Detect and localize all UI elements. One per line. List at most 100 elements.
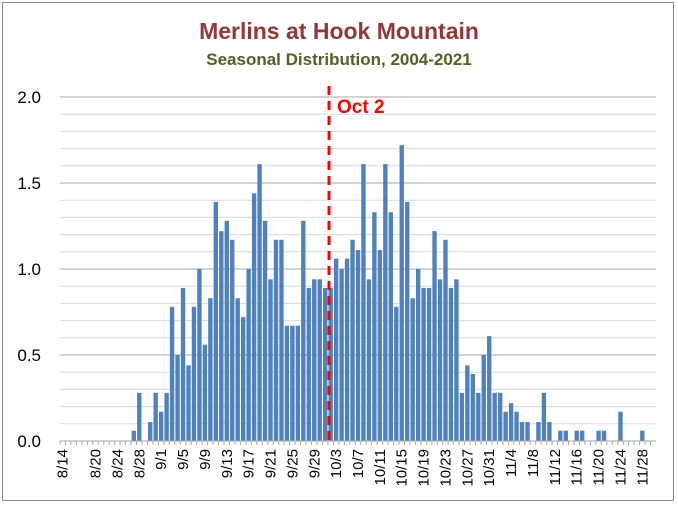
bar (541, 392, 547, 441)
bar (323, 287, 328, 441)
y-tick-label: 1.0 (17, 260, 41, 279)
bar (459, 392, 465, 441)
bar (235, 298, 240, 441)
bar (306, 287, 311, 441)
x-tick-label: 11/24 (612, 449, 629, 485)
bar (481, 355, 486, 441)
bar (470, 373, 476, 441)
bar (372, 212, 377, 441)
bar (454, 279, 459, 441)
chart-subtitle: Seasonal Distribution, 2004-2021 (206, 50, 472, 69)
bar (497, 392, 503, 441)
bar (432, 231, 437, 441)
bar (290, 325, 295, 441)
x-tick-label: 9/13 (219, 449, 236, 478)
bar (547, 422, 552, 441)
bar (197, 269, 202, 441)
bar (219, 231, 224, 441)
bar (169, 306, 175, 441)
bar (355, 250, 361, 441)
bar (328, 287, 333, 441)
bar (251, 193, 257, 441)
bar (514, 411, 519, 441)
x-tick-label: 8/24 (109, 449, 126, 478)
y-tick-label: 2.0 (17, 88, 41, 107)
x-tick-label: 9/17 (241, 449, 258, 478)
bar (180, 287, 186, 441)
x-tick-label: 9/25 (284, 449, 301, 478)
bar (618, 411, 623, 441)
bar (273, 239, 279, 441)
bar (558, 430, 563, 441)
bar (508, 403, 514, 441)
bar (525, 422, 530, 441)
bar (262, 220, 268, 441)
x-tick-label: 9/5 (175, 449, 192, 470)
x-tick-label: 10/15 (394, 449, 411, 487)
bar (295, 325, 301, 441)
bar (284, 325, 290, 441)
x-axis-ticks: 8/14 8/20 8/24 8/28 9/1 9/5 9/9 9/13 9/17 9/21 9/2… (55, 441, 651, 487)
bar (202, 344, 208, 441)
bar (344, 258, 350, 441)
x-tick-label: 9/1 (153, 449, 170, 470)
y-tick-label: 0.0 (17, 432, 41, 451)
x-tick-label: 9/29 (306, 449, 323, 478)
bar (230, 239, 235, 441)
bar (317, 279, 322, 441)
bar (596, 430, 601, 441)
bar (361, 164, 366, 441)
bar (563, 430, 568, 441)
bar (208, 298, 213, 441)
bar (312, 279, 317, 441)
bar (426, 287, 432, 441)
x-tick-label: 9/9 (197, 449, 214, 470)
bar (366, 279, 372, 441)
bar (399, 145, 404, 441)
y-axis-ticks: 0.0 0.5 1.0 1.5 2.0 (17, 88, 41, 451)
x-tick-label: 10/31 (481, 449, 498, 487)
bar (257, 164, 262, 441)
bar (153, 392, 158, 441)
x-tick-label: 8/20 (88, 449, 105, 478)
bar (421, 287, 426, 441)
bar (383, 164, 388, 441)
x-tick-label: 9/21 (263, 449, 280, 478)
y-tick-label: 1.5 (17, 174, 41, 193)
x-tick-label: 11/20 (591, 449, 608, 485)
bar (443, 239, 448, 441)
bar (448, 287, 454, 441)
bar (175, 355, 180, 441)
x-tick-label: 10/27 (459, 449, 476, 487)
bar (415, 269, 421, 441)
x-tick-label: 11/16 (569, 449, 586, 485)
bar (224, 220, 229, 441)
bar (131, 430, 137, 441)
bar (186, 365, 191, 441)
oct2-annotation-label: Oct 2 (337, 97, 385, 118)
bar (465, 365, 470, 441)
y-tick-label: 0.5 (17, 346, 41, 365)
bar (410, 298, 415, 441)
bars (60, 145, 656, 442)
bar (492, 392, 497, 441)
bar (377, 250, 383, 441)
bar (301, 220, 306, 441)
bar (213, 201, 219, 441)
bar (350, 239, 355, 441)
bar (574, 430, 579, 441)
x-tick-label: 11/12 (547, 449, 564, 485)
x-tick-label: 11/28 (634, 449, 651, 485)
bar (640, 430, 645, 441)
bar (405, 201, 410, 441)
bar (164, 392, 169, 441)
x-tick-label: 10/19 (416, 449, 433, 487)
bar (437, 279, 443, 441)
bar (487, 336, 492, 441)
bar (339, 269, 344, 441)
x-tick-label: 10/11 (372, 449, 389, 485)
bar (476, 392, 481, 441)
bar (536, 422, 541, 441)
bar (503, 411, 508, 441)
